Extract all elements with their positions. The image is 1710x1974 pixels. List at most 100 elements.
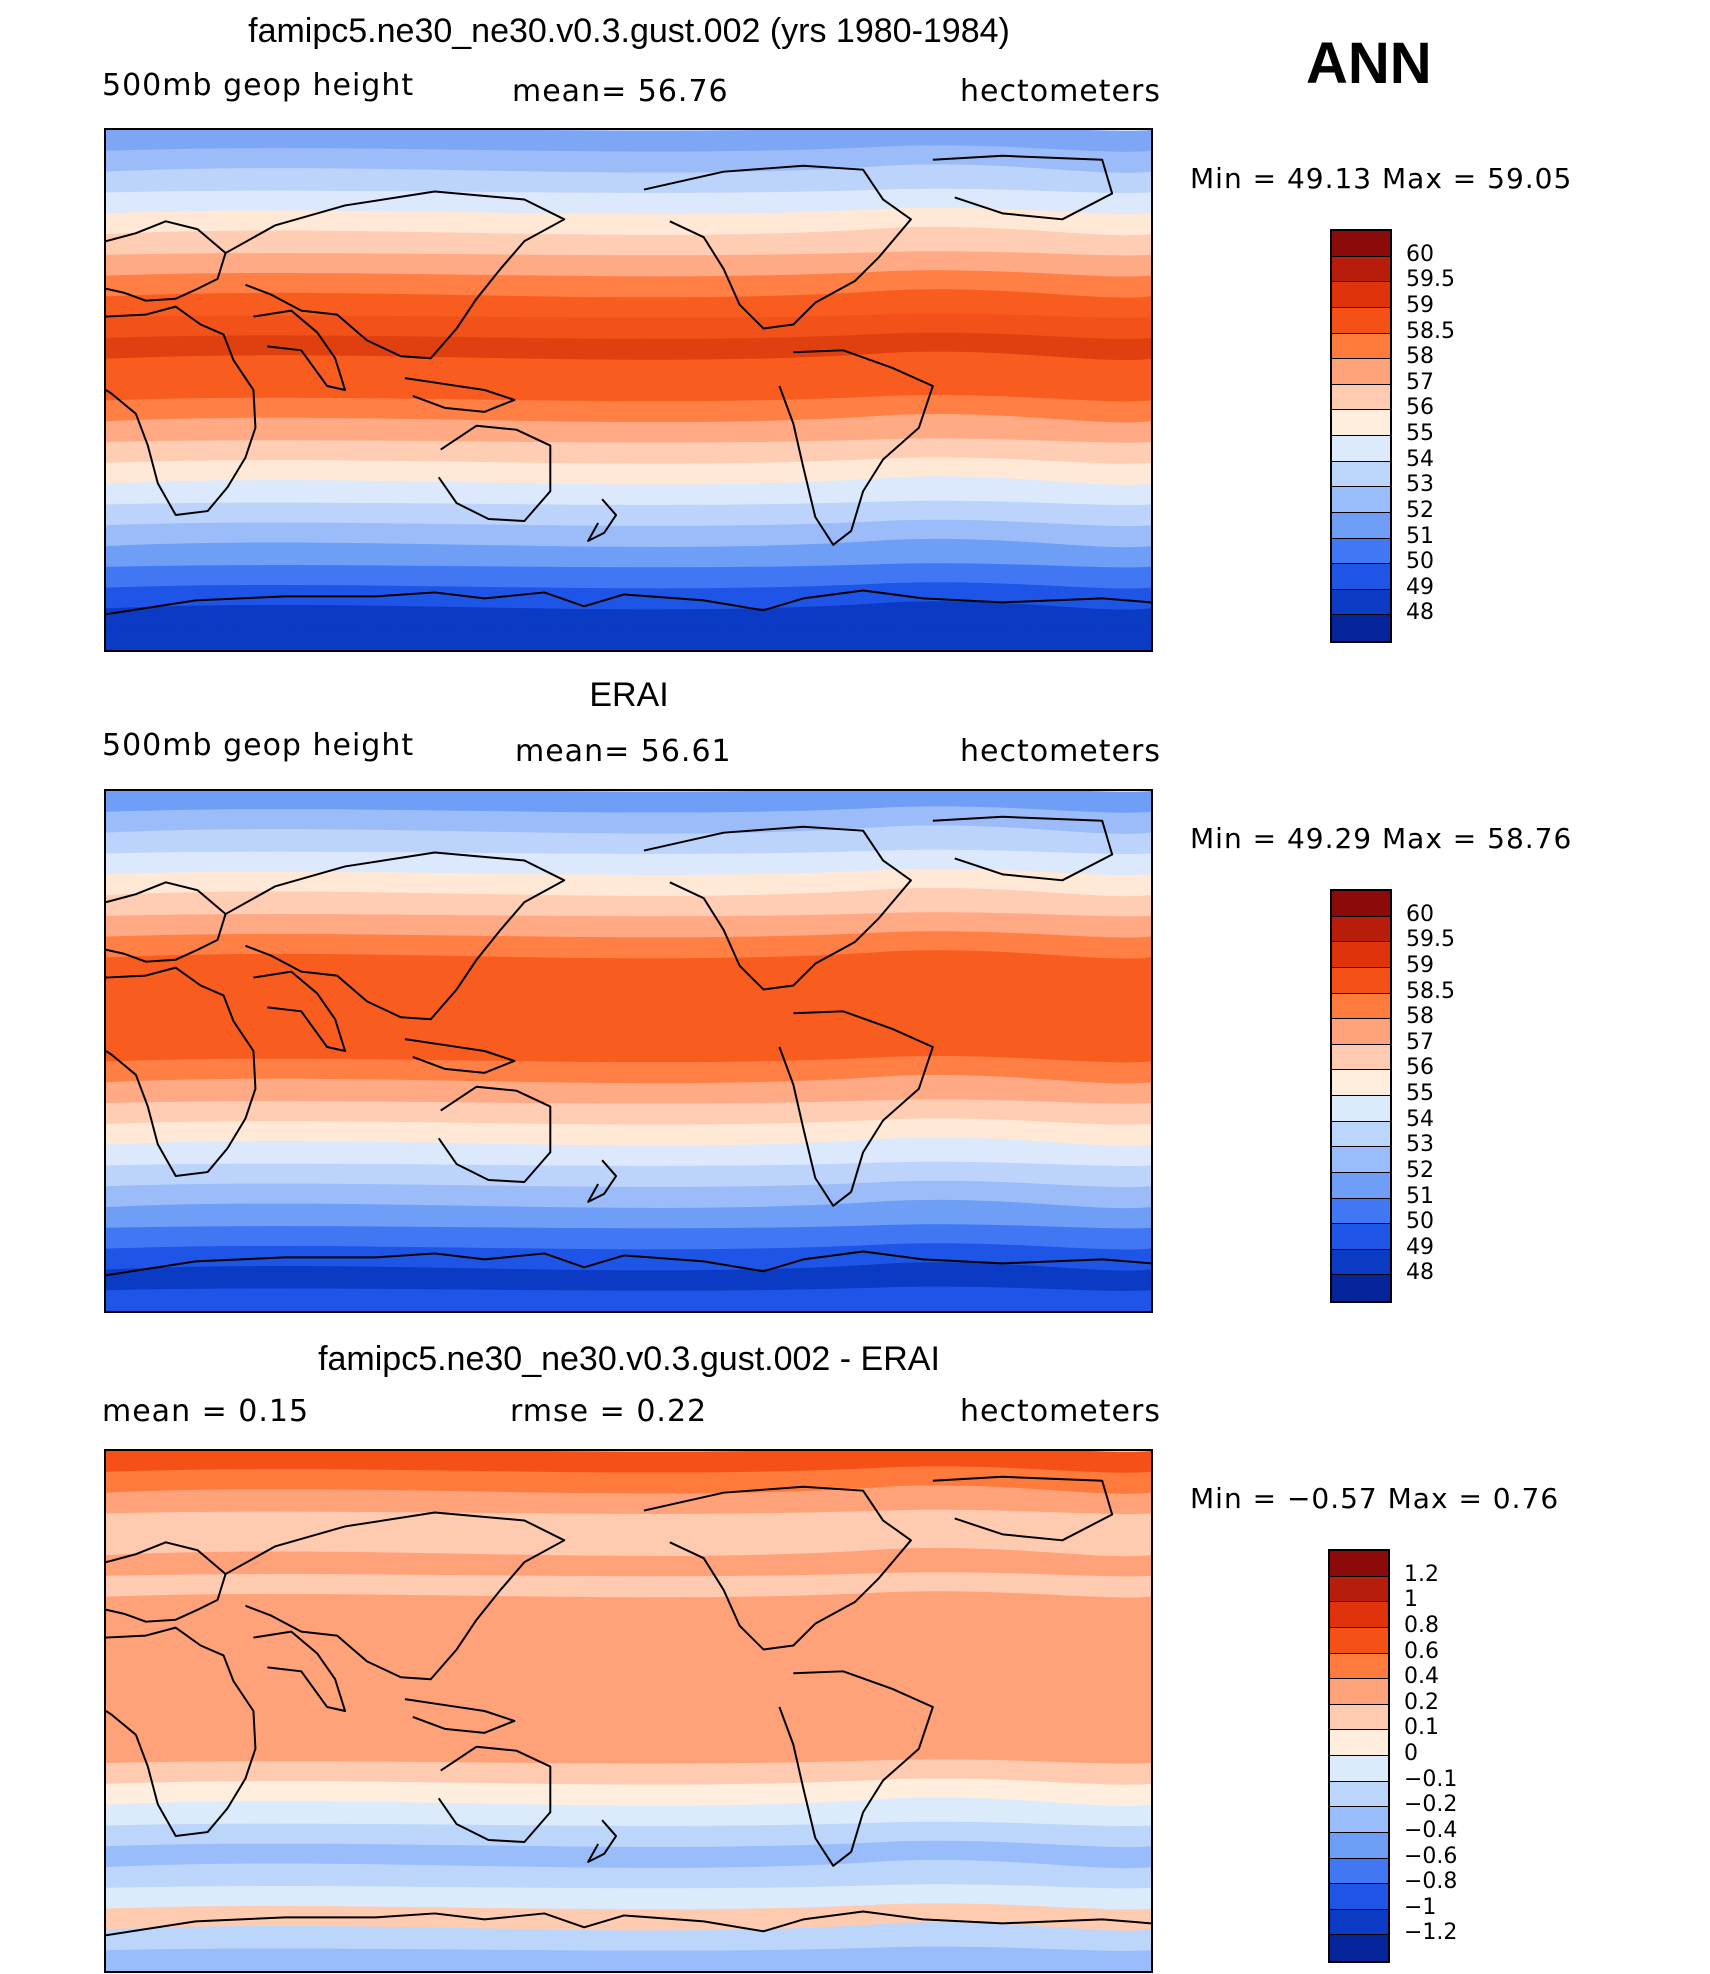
- colorbar-swatch: [1330, 1832, 1388, 1859]
- colorbar-swatch: [1332, 1249, 1390, 1276]
- coastline: [587, 1819, 618, 1863]
- coastline: [225, 190, 566, 360]
- colorbar-swatch: [1332, 1096, 1390, 1122]
- colorbar-swatch: [1332, 461, 1390, 488]
- colorbar-label: 58: [1406, 344, 1434, 370]
- coastline: [932, 1475, 1114, 1542]
- colorbar-label: 54: [1406, 1106, 1434, 1132]
- colorbar-label: 50: [1406, 1209, 1434, 1235]
- colorbar-label: 1.2: [1404, 1561, 1439, 1587]
- colorbar-swatch: [1332, 891, 1390, 917]
- colorbar-swatch: [1332, 384, 1390, 411]
- colorbar-label: 51: [1406, 1183, 1434, 1209]
- colorbar-label: 52: [1406, 1157, 1434, 1183]
- colorbar-label: 1: [1404, 1587, 1418, 1613]
- coastline: [932, 154, 1114, 221]
- colorbar-swatch: [1332, 1121, 1390, 1148]
- colorbar-label: −0.2: [1404, 1792, 1458, 1818]
- colorbar-swatch: [1332, 1044, 1390, 1071]
- panel-diff-rmse: rmse = 0.22: [510, 1394, 708, 1429]
- colorbar-swatch: [1332, 1172, 1390, 1199]
- coastline: [253, 1630, 347, 1712]
- panel-obs-title: ERAI: [589, 676, 669, 714]
- coastline: [437, 1085, 552, 1183]
- coastline: [643, 164, 912, 330]
- colorbar-label: 60: [1406, 241, 1434, 267]
- colorbar-label: 58.5: [1406, 318, 1455, 344]
- colorbar-label: 48: [1406, 1260, 1434, 1286]
- contour-band: [106, 1286, 1151, 1311]
- colorbar-swatch: [1330, 1756, 1388, 1782]
- colorbar-label: 57: [1406, 1029, 1434, 1055]
- colorbar-label: 52: [1406, 497, 1434, 523]
- panel-model-variable: 500mb geop height: [102, 68, 415, 103]
- colorbar-swatch: [1332, 282, 1390, 308]
- coastline: [106, 881, 227, 963]
- coastline: [225, 851, 566, 1021]
- colorbar-label: 49: [1406, 574, 1434, 600]
- coastline: [932, 815, 1114, 882]
- colorbar-swatch: [1330, 1653, 1388, 1680]
- colorbar-swatch: [1332, 589, 1390, 616]
- colorbar-swatch: [1332, 1019, 1390, 1045]
- colorbar-label: 53: [1406, 1132, 1434, 1158]
- coastline: [587, 498, 618, 542]
- colorbar-label: 51: [1406, 523, 1434, 549]
- colorbar-label: 54: [1406, 446, 1434, 472]
- colorbar-swatch: [1330, 1807, 1388, 1833]
- coastline: [778, 349, 934, 546]
- coastline: [643, 1485, 912, 1651]
- colorbar-swatch: [1332, 1198, 1390, 1225]
- coastline: [587, 1159, 618, 1203]
- colorbar-swatch: [1330, 1781, 1388, 1808]
- panel-diff-mean: mean = 0.15: [102, 1394, 310, 1429]
- colorbar-label: 50: [1406, 549, 1434, 575]
- panel-model-units: hectometers: [960, 74, 1161, 109]
- colorbar-swatch: [1332, 993, 1390, 1020]
- colorbar-label: 0.1: [1404, 1715, 1439, 1741]
- colorbar-label: 49: [1406, 1234, 1434, 1260]
- colorbar-label: 0.4: [1404, 1664, 1439, 1690]
- colorbar-swatch: [1332, 615, 1390, 641]
- colorbar-label: 58: [1406, 1004, 1434, 1030]
- panel-obs-colorbar: [1330, 889, 1392, 1303]
- colorbar-swatch: [1332, 942, 1390, 968]
- contour-band: [106, 1946, 1151, 1971]
- colorbar-swatch: [1330, 1602, 1388, 1628]
- colorbar-swatch: [1332, 967, 1390, 994]
- coastline: [106, 1910, 1151, 1937]
- panel-obs-minmax: Min = 49.29 Max = 58.76: [1190, 822, 1573, 855]
- coastline: [106, 966, 257, 1178]
- colorbar-label: 56: [1406, 395, 1434, 421]
- colorbar-swatch: [1330, 1884, 1388, 1910]
- colorbar-label: 56: [1406, 1055, 1434, 1081]
- map-field: [106, 791, 1151, 1311]
- coastline: [253, 309, 347, 391]
- colorbar-swatch: [1330, 1935, 1388, 1961]
- colorbar-swatch: [1332, 538, 1390, 565]
- coastline: [106, 220, 227, 302]
- colorbar-label: −0.6: [1404, 1843, 1458, 1869]
- coastline: [404, 377, 516, 413]
- colorbar-swatch: [1330, 1909, 1388, 1936]
- colorbar-label: 55: [1406, 421, 1434, 446]
- colorbar-swatch: [1332, 333, 1390, 360]
- colorbar-label: 58.5: [1406, 978, 1455, 1004]
- colorbar-label: 59: [1406, 952, 1434, 978]
- panel-model-title: famipc5.ne30_ne30.v0.3.gust.002 (yrs 198…: [248, 12, 1010, 50]
- colorbar-label: 0.2: [1404, 1689, 1439, 1715]
- coastline: [643, 825, 912, 991]
- colorbar-label: 59.5: [1406, 267, 1455, 293]
- colorbar-swatch: [1332, 916, 1390, 943]
- colorbar-label: 0: [1404, 1741, 1418, 1766]
- colorbar-swatch: [1330, 1627, 1388, 1654]
- colorbar-label: −0.4: [1404, 1817, 1458, 1843]
- panel-obs-mean: mean= 56.61: [515, 734, 732, 769]
- colorbar-swatch: [1332, 512, 1390, 539]
- panel-obs-units: hectometers: [960, 734, 1161, 769]
- colorbar-swatch: [1332, 231, 1390, 257]
- colorbar-swatch: [1330, 1858, 1388, 1885]
- colorbar-swatch: [1332, 1147, 1390, 1173]
- colorbar-label: −0.8: [1404, 1869, 1458, 1895]
- coastline: [437, 1745, 552, 1843]
